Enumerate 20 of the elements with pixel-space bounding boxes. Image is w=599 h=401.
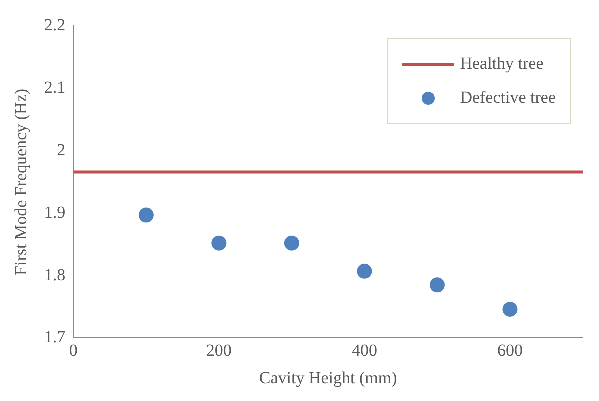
x-tick-label: 200	[206, 340, 232, 360]
y-tick-label: 1.9	[44, 202, 66, 222]
point	[138, 208, 154, 223]
y-axis-title: First Mode Frequency (Hz)	[12, 88, 31, 276]
point	[502, 302, 518, 317]
point	[430, 278, 445, 293]
point	[357, 264, 372, 279]
y-tick-label: 2.1	[44, 78, 66, 98]
y-tick-label: 1.7	[44, 328, 66, 347]
x-tick-label: 400	[352, 340, 378, 360]
x-tick-label: 0	[69, 340, 78, 360]
x-tick-label: 600	[497, 340, 523, 360]
legend-label: Healthy tree	[460, 54, 544, 74]
x-axis-title: Cavity Height (mm)	[259, 368, 398, 388]
point	[284, 236, 300, 251]
y-tick-label: 2	[57, 140, 66, 160]
point	[212, 236, 227, 251]
legend-label: Defective tree	[460, 88, 556, 108]
y-tick-label: 1.8	[44, 265, 66, 284]
y-tick-label: 2.2	[44, 16, 66, 35]
